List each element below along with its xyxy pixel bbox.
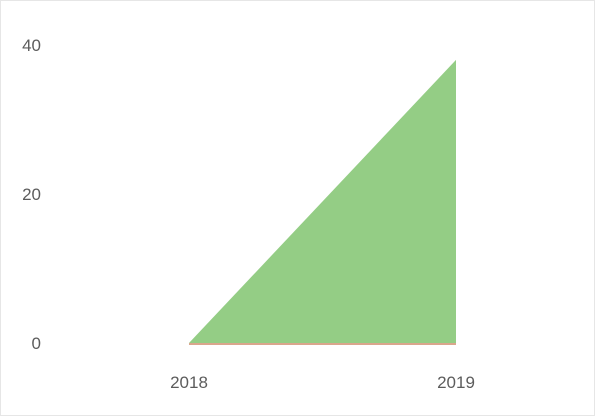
x-axis: 2018 2019 [170,373,475,392]
y-tick-label: 0 [32,334,41,353]
y-tick-label: 40 [22,36,41,55]
area-series-0 [189,59,456,344]
y-tick-label: 20 [22,185,41,204]
series-layer [189,59,456,345]
x-tick-label: 2019 [437,373,475,392]
x-tick-label: 2018 [170,373,208,392]
y-axis: 0 20 40 [22,36,41,353]
